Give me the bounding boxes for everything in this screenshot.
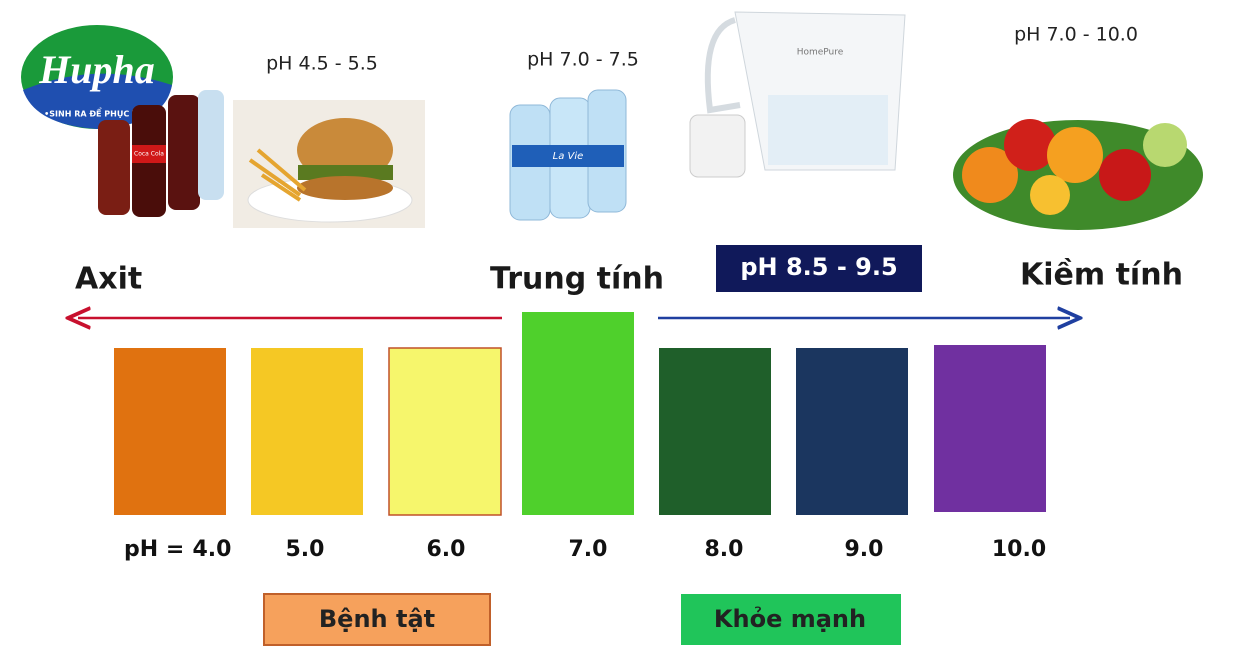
fruits [953,119,1203,230]
soda-bottles: Coca Cola [98,90,224,217]
logo-tagline: •SINH RA ĐỂ PHỤC VỤ• [44,107,150,119]
ph-swatch [522,312,634,515]
healthy-zone [681,594,901,645]
ph-value: 9.0 [845,537,884,562]
food-ph-range: pH 7.0 - 7.5 [527,49,639,71]
ph-value: 7.0 [569,537,608,562]
product-label: HomePure [797,48,844,58]
neutral-heading: Trung tính [490,262,664,297]
product-label: Coca Cola [134,151,164,158]
burger-photo [233,100,425,228]
water-bottles: La Vie [509,89,627,221]
food-ph-range: pH 4.5 - 5.5 [266,53,378,75]
pitcher-ph-range: pH 8.5 - 9.5 [740,253,897,281]
ph-swatch [251,348,363,515]
alkaline-heading: Kiềm tính [1020,258,1183,293]
ph-value: 6.0 [427,537,466,562]
sick-zone [263,593,491,646]
ph-value: 5.0 [286,537,325,562]
acid-heading: Axit [75,262,142,297]
ph-swatch [659,348,771,515]
highlight-box [716,245,922,292]
ph-value: 8.0 [705,537,744,562]
ph-prefix: pH = [124,537,184,562]
ph-swatch [796,348,908,515]
logo-name: Hupha [38,47,155,92]
ph-value: 4.0 [193,537,232,562]
ph-swatch [114,348,226,515]
ph-swatch [388,347,502,516]
ph-swatch [934,345,1046,512]
sick-label: Bệnh tật [319,605,435,633]
food-ph-range: pH 7.0 - 10.0 [1014,24,1138,46]
product-label: La Vie [553,151,584,162]
healthy-label: Khỏe mạnh [714,605,866,633]
ph-value: 10.0 [992,537,1046,562]
water-pitcher: HomePure [689,11,906,178]
